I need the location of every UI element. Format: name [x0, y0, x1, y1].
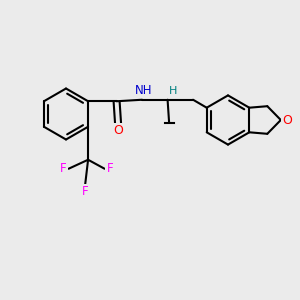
- Text: NH: NH: [135, 84, 152, 97]
- Text: F: F: [82, 185, 88, 198]
- Text: F: F: [107, 162, 113, 175]
- Text: H: H: [169, 86, 177, 96]
- Text: O: O: [113, 124, 123, 137]
- Text: F: F: [60, 162, 67, 175]
- Text: O: O: [283, 113, 292, 127]
